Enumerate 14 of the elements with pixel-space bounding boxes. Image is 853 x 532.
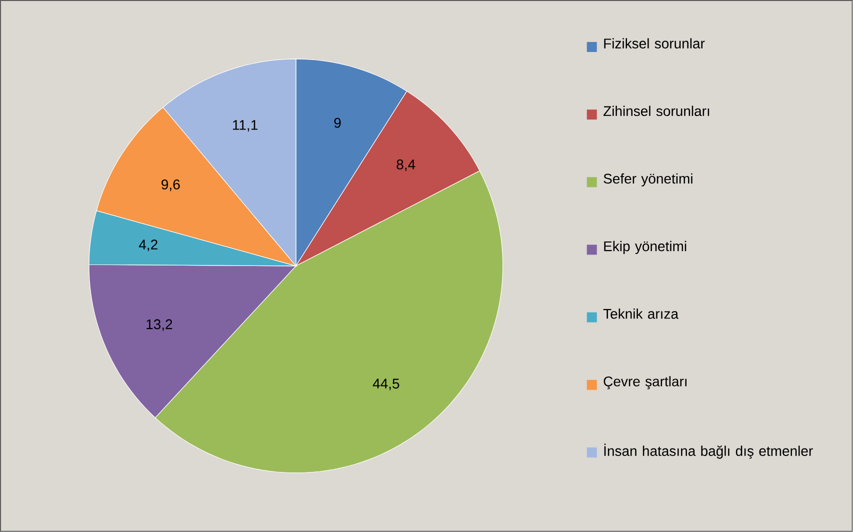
data-label: 44,5 [372,378,400,390]
data-label: 11,1 [232,120,258,132]
legend-label: Ekip yönetimi [604,240,686,254]
legend-label: Sefer yönetimi [604,173,692,186]
data-label: 4,2 [138,240,158,252]
data-label: 9,6 [162,180,180,192]
data-label: 13,2 [146,319,172,331]
legend-label: Teknik arıza [603,308,678,319]
legend-label: Zihinsel sorunları [604,106,710,116]
legend-label: Fiziksel sorunlar [604,38,705,49]
data-label: 8,4 [396,160,416,172]
legend-label: Çevre şartları [604,376,686,390]
data-label: 9 [334,118,341,128]
legend-label: İnsan hatasına bağlı dış etmenler [604,444,813,459]
